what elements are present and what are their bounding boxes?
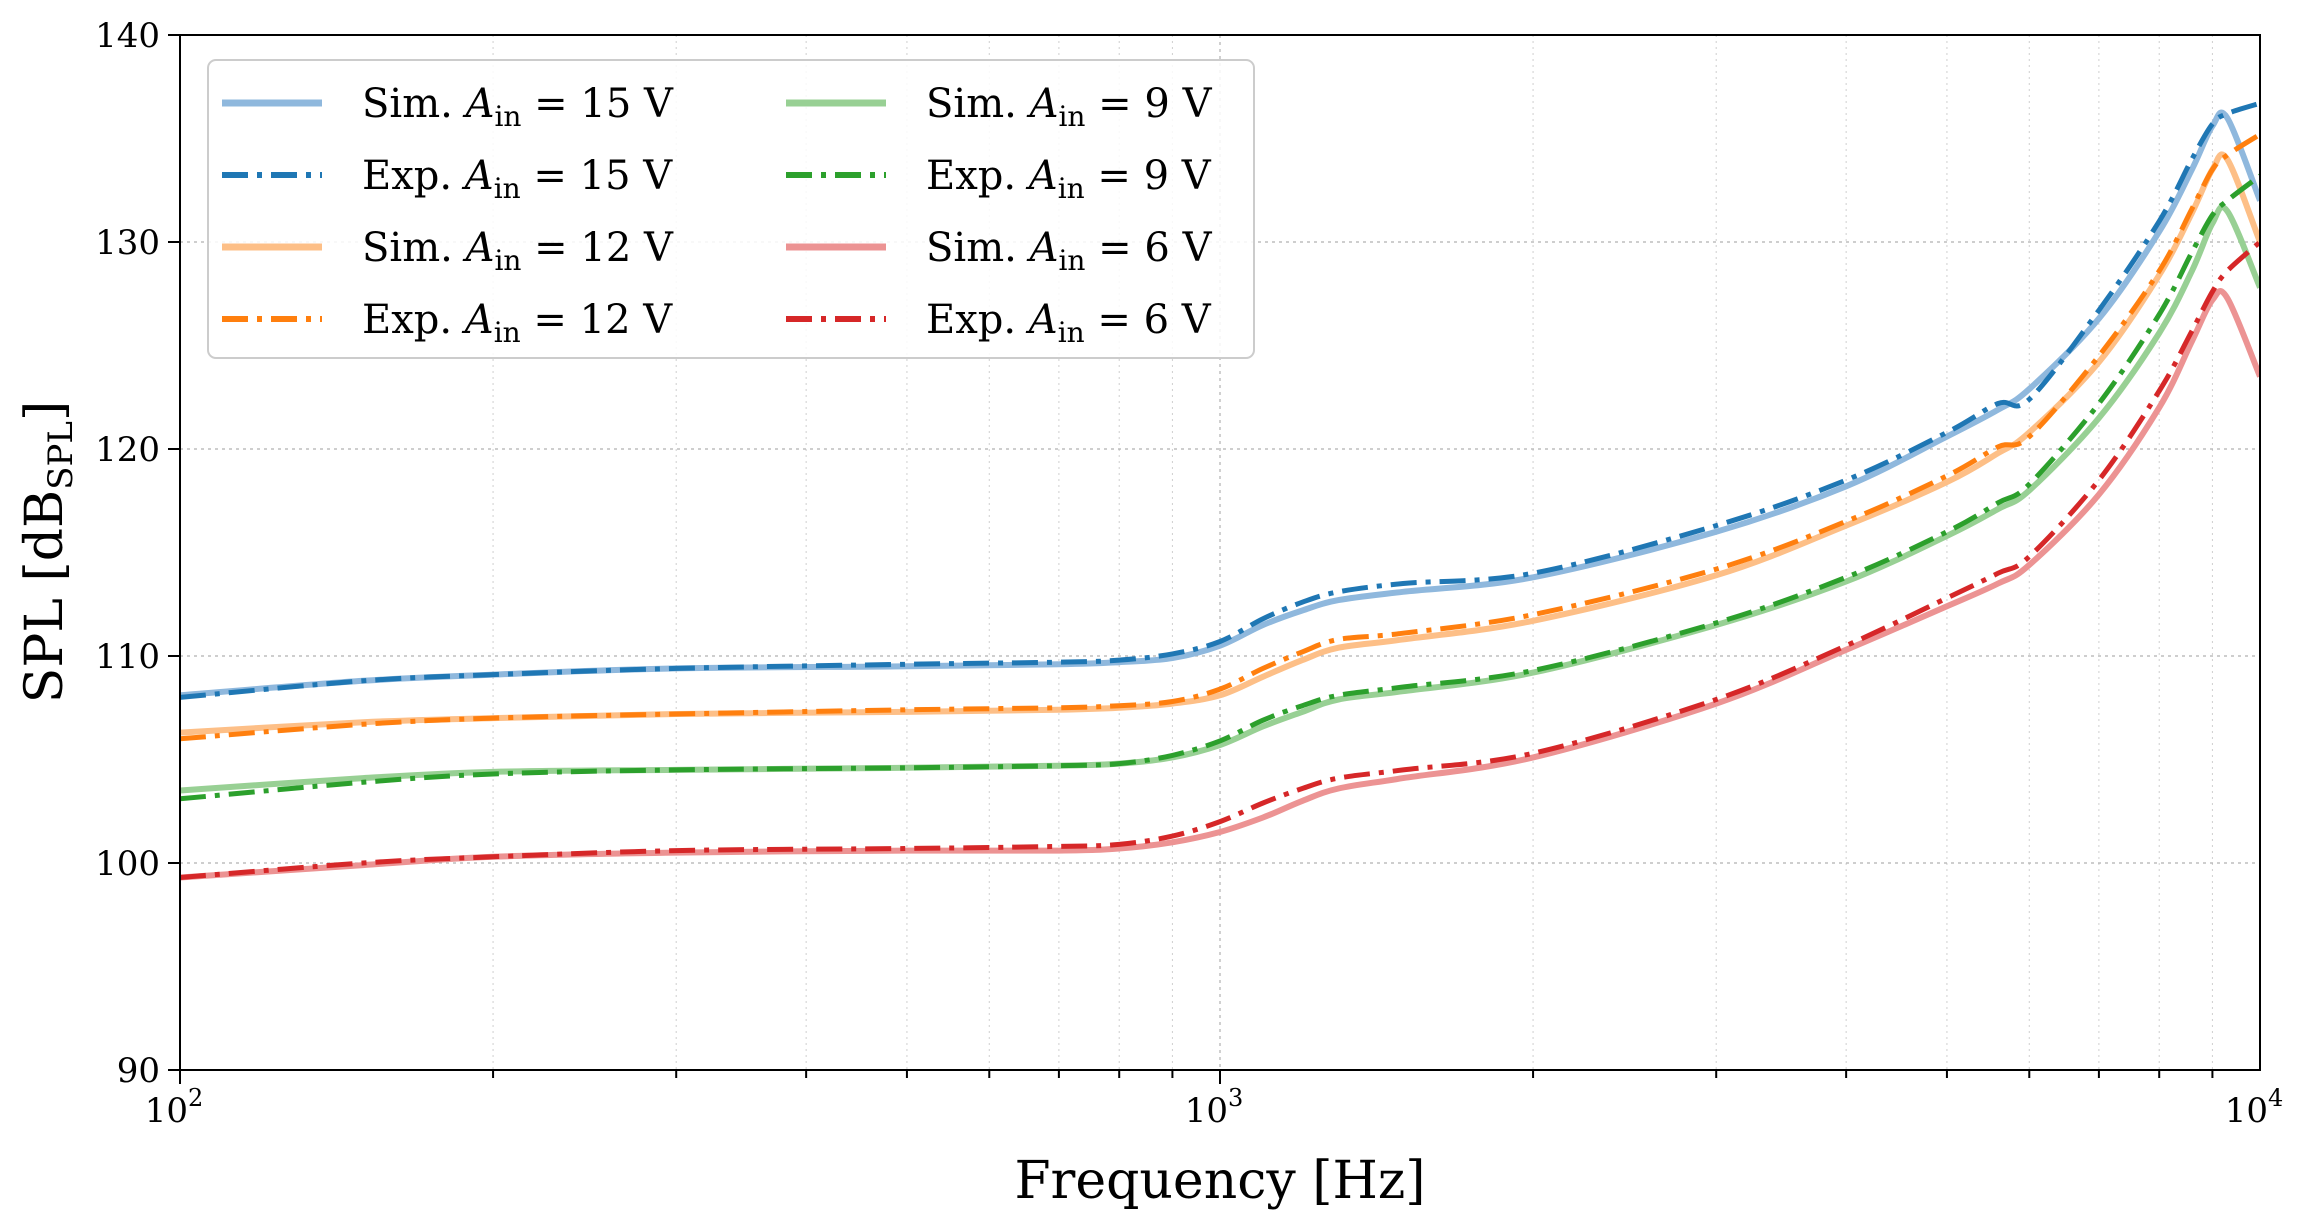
series-line-exp-6v [180, 240, 2260, 880]
tick-layer: 90 100 110 120 130 140 102 103 104 [95, 16, 2283, 1131]
x-tick-label: 103 [1185, 1084, 1244, 1131]
series-layer [180, 100, 2260, 881]
legend-label: Exp. Ain = 6 V [926, 297, 1212, 349]
y-axis-title-sub: SPL [41, 421, 81, 490]
series-line-exp-12v [180, 132, 2260, 742]
y-axis-title: SPL [dBSPL] [15, 401, 81, 704]
y-axis-title-close: ] [15, 401, 75, 421]
legend-label: Sim. Ain = 9 V [926, 81, 1213, 133]
legend-label: Exp. Ain = 12 V [362, 297, 673, 349]
x-axis-title: Frequency [Hz] [1014, 1151, 1425, 1211]
y-tick-label: 130 [95, 223, 160, 263]
legend-label: Sim. Ain = 15 V [362, 81, 674, 133]
y-tick-label: 120 [95, 430, 160, 470]
legend-label: Sim. Ain = 12 V [362, 225, 674, 277]
y-tick-label: 100 [95, 844, 160, 884]
legend-label: Exp. Ain = 15 V [362, 153, 673, 205]
grid-layer [180, 35, 2260, 1070]
legend-label: Exp. Ain = 9 V [926, 153, 1212, 205]
legend: Sim. Ain = 15 V Exp. Ain = 15 V Sim. Ain =… [207, 59, 1255, 359]
x-tick-label: 104 [2225, 1084, 2284, 1131]
y-tick-label: 140 [95, 16, 160, 56]
legend-box [207, 59, 1255, 359]
y-tick-label: 90 [117, 1051, 160, 1091]
legend-label: Sim. Ain = 6 V [926, 225, 1213, 277]
y-tick-label: 110 [95, 637, 160, 677]
x-tick-label: 102 [145, 1084, 204, 1131]
series-line-exp-9v [180, 173, 2260, 802]
y-axis-title-main: SPL [dB [15, 490, 75, 703]
